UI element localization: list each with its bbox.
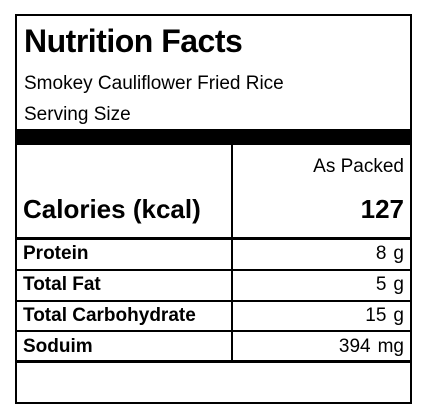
label-title: Nutrition Facts bbox=[24, 23, 243, 59]
nutrient-unit: g bbox=[393, 243, 404, 264]
nutrient-label-total-fat: Total Fat bbox=[23, 274, 101, 295]
nutrient-amount: 394 bbox=[338, 336, 371, 357]
row-divider bbox=[17, 300, 410, 302]
column-divider bbox=[231, 145, 233, 361]
serving-size-label: Serving Size bbox=[24, 104, 131, 125]
thick-divider bbox=[17, 129, 410, 145]
nutrient-label-total-carbohydrate: Total Carbohydrate bbox=[23, 305, 196, 326]
nutrient-unit: g bbox=[393, 305, 404, 326]
nutrient-label-protein: Protein bbox=[23, 243, 89, 264]
nutrient-value-sodium: 394 mg bbox=[339, 337, 404, 356]
calories-label: Calories (kcal) bbox=[23, 194, 201, 224]
nutrient-value-total-carbohydrate: 15 g bbox=[365, 306, 404, 325]
row-divider bbox=[17, 237, 410, 240]
calories-value: 127 bbox=[360, 194, 404, 224]
nutrient-amount: 15 bbox=[365, 305, 387, 326]
row-divider bbox=[17, 330, 410, 332]
column-header-as-packed: As Packed bbox=[313, 156, 404, 177]
bottom-divider bbox=[17, 360, 410, 363]
row-divider bbox=[17, 269, 410, 271]
product-name: Smokey Cauliflower Fried Rice bbox=[24, 73, 284, 94]
nutrient-amount: 5 bbox=[375, 274, 387, 295]
nutrient-unit: g bbox=[393, 274, 404, 295]
nutrient-unit: mg bbox=[377, 336, 404, 357]
nutrient-label-sodium: Soduim bbox=[23, 336, 93, 357]
nutrient-amount: 8 bbox=[375, 243, 387, 264]
nutrition-facts-label: Nutrition Facts Smokey Cauliflower Fried… bbox=[15, 14, 412, 404]
